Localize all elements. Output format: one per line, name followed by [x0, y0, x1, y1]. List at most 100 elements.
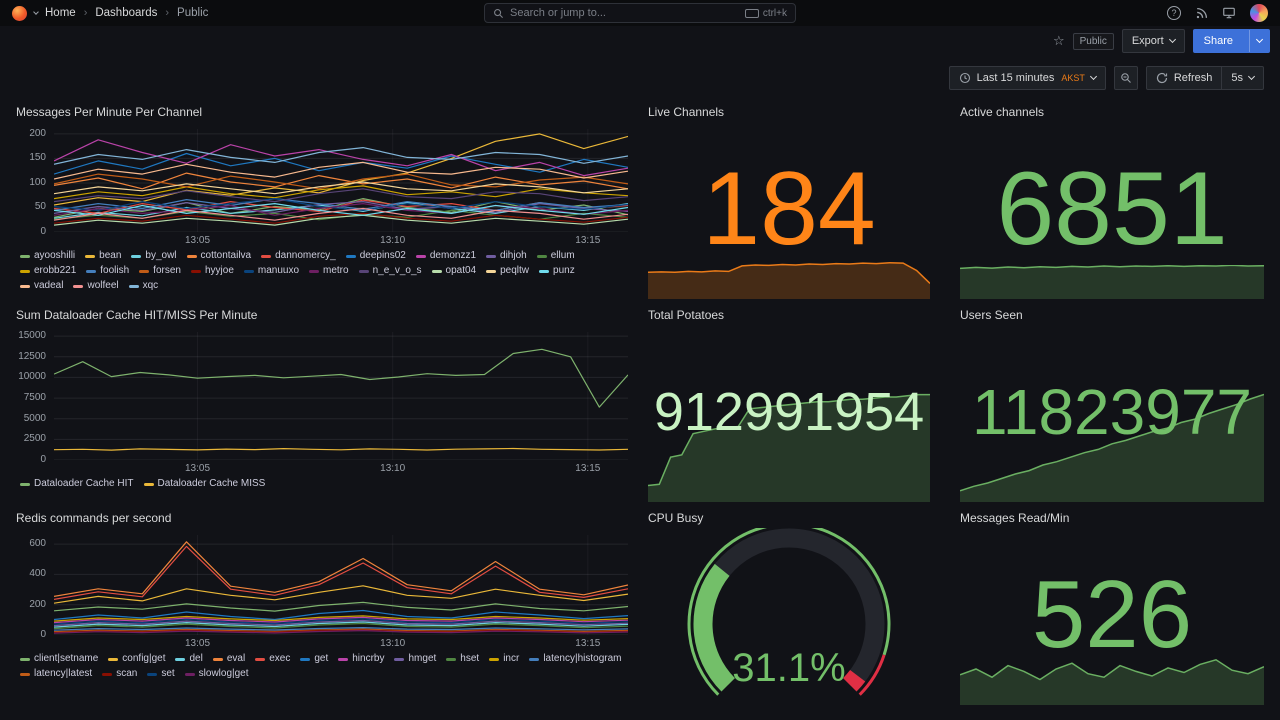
legend-item[interactable]: eval	[212, 653, 245, 665]
zoom-out-button[interactable]	[1113, 66, 1138, 90]
legend-swatch	[20, 672, 30, 676]
legend-item[interactable]: peqltw	[486, 265, 529, 277]
legend-swatch	[184, 672, 195, 676]
legend-item[interactable]: del	[175, 653, 203, 665]
legend-item[interactable]: forsen	[139, 265, 181, 277]
dashboard-tag[interactable]: Public	[1072, 32, 1114, 50]
panel-title[interactable]: Live Channels	[648, 105, 725, 119]
legend-item[interactable]: punz	[539, 265, 575, 277]
legend-item[interactable]: xqc	[128, 280, 158, 292]
legend-item[interactable]: erobb221	[20, 265, 76, 277]
breadcrumb-dashboards[interactable]: Dashboards	[95, 7, 158, 19]
panel-title[interactable]: CPU Busy	[648, 511, 704, 525]
y-axis: 0 200 400 600	[16, 535, 54, 640]
legend-swatch	[300, 657, 311, 661]
favorite-star-button[interactable]: ☆	[1052, 33, 1065, 48]
legend-swatch	[85, 254, 96, 258]
zoom-out-icon	[1120, 72, 1132, 84]
panel-total-potatoes: Total Potatoes 912991954	[648, 305, 930, 502]
search-box[interactable]: ctrl+k	[484, 3, 796, 23]
breadcrumb-current[interactable]: Public	[177, 7, 209, 19]
panel-title[interactable]: Active channels	[960, 105, 1045, 119]
share-dropdown-caret[interactable]	[1249, 30, 1269, 52]
legend-item[interactable]: hmget	[394, 653, 436, 665]
legend-item[interactable]: latency|latest	[20, 668, 92, 680]
help-icon[interactable]: ?	[1167, 6, 1181, 20]
monitor-icon[interactable]	[1222, 6, 1236, 20]
search-input[interactable]	[510, 7, 739, 19]
legend-item[interactable]: slowlog|get	[184, 668, 249, 680]
legend-label: peqltw	[500, 265, 530, 276]
panel-title[interactable]: Messages Per Minute Per Channel	[16, 105, 203, 119]
panel-title[interactable]: Total Potatoes	[648, 308, 725, 322]
gauge: 31.1%	[648, 528, 930, 706]
legend-item[interactable]: hincrby	[338, 653, 384, 665]
legend-item[interactable]: opat04	[431, 265, 476, 277]
legend-label: wolfeel	[87, 280, 119, 291]
legend-item[interactable]: hyyjoe	[190, 265, 234, 277]
share-label[interactable]: Share	[1203, 35, 1233, 47]
legend-item[interactable]: ayooshilli	[20, 250, 75, 262]
breadcrumb: Home › Dashboards › Public	[45, 7, 208, 19]
chart-plot[interactable]	[54, 535, 628, 635]
panel-title[interactable]: Users Seen	[960, 308, 1023, 322]
legend-swatch	[20, 482, 30, 486]
legend-item[interactable]: foolish	[86, 265, 129, 277]
legend-item[interactable]: Dataloader Cache HIT	[20, 478, 134, 490]
chevron-down-icon	[1089, 72, 1097, 81]
chart-plot[interactable]	[54, 332, 628, 460]
legend-item[interactable]: ellum	[536, 250, 575, 262]
legend-item[interactable]: get	[300, 653, 328, 665]
legend-swatch	[489, 657, 500, 661]
x-axis: 13:05 13:10 13:15	[54, 232, 628, 248]
legend-item[interactable]: bean	[85, 250, 121, 262]
panel-title[interactable]: Redis commands per second	[16, 511, 172, 525]
clock-icon	[959, 72, 971, 84]
user-avatar[interactable]	[1250, 4, 1268, 22]
legend-item[interactable]: incr	[489, 653, 519, 665]
chart-area: 0 50 100 150 200	[16, 128, 628, 237]
legend-item[interactable]: set	[147, 668, 175, 680]
refresh-interval-dropdown[interactable]: 5s	[1221, 66, 1264, 90]
legend-item[interactable]: hset	[446, 653, 479, 665]
legend-item[interactable]: config|get	[108, 653, 165, 665]
legend-item[interactable]: Dataloader Cache MISS	[143, 478, 266, 490]
chevron-down-icon[interactable]	[33, 8, 39, 15]
chart-canvas	[54, 129, 628, 232]
legend-item[interactable]: deepins02	[345, 250, 406, 262]
legend-label: Dataloader Cache MISS	[157, 478, 266, 489]
legend-item[interactable]: cottontailva	[186, 250, 251, 262]
legend-item[interactable]: n_e_v_o_s	[358, 265, 422, 277]
legend-label: get	[314, 653, 329, 664]
legend-swatch	[186, 254, 197, 258]
legend-item[interactable]: dannomercy_	[261, 250, 336, 262]
y-axis: 0 50 100 150 200	[16, 128, 54, 237]
y-axis-tick: 5000	[23, 412, 46, 424]
legend-item[interactable]: metro	[309, 265, 349, 277]
legend-item[interactable]: vadeal	[20, 280, 63, 292]
legend-swatch	[175, 657, 186, 661]
panel-title[interactable]: Messages Read/Min	[960, 511, 1070, 525]
legend-swatch	[131, 254, 142, 258]
share-button[interactable]: Share	[1192, 29, 1270, 53]
export-button[interactable]: Export	[1121, 29, 1185, 53]
chart-plot[interactable]	[54, 129, 628, 232]
legend-label: latency|latest	[34, 668, 93, 679]
legend-item[interactable]: demonzz1	[415, 250, 476, 262]
breadcrumb-home[interactable]: Home	[45, 7, 76, 19]
grafana-logo-icon[interactable]	[12, 5, 27, 21]
legend-item[interactable]: scan	[102, 668, 137, 680]
legend-swatch	[243, 269, 254, 273]
legend-item[interactable]: dihjoh	[486, 250, 527, 262]
legend-swatch	[255, 657, 266, 661]
refresh-button[interactable]: Refresh	[1145, 66, 1223, 90]
time-range-picker[interactable]: Last 15 minutes AKST	[948, 66, 1106, 90]
rss-icon[interactable]	[1195, 7, 1208, 20]
legend-item[interactable]: latency|histogram	[529, 653, 622, 665]
legend-item[interactable]: by_owl	[131, 250, 177, 262]
legend-item[interactable]: exec	[255, 653, 290, 665]
legend-item[interactable]: manuuxo	[243, 265, 299, 277]
legend-item[interactable]: client|setname	[20, 653, 98, 665]
legend-item[interactable]: wolfeel	[73, 280, 119, 292]
panel-title[interactable]: Sum Dataloader Cache HIT/MISS Per Minute	[16, 308, 258, 322]
